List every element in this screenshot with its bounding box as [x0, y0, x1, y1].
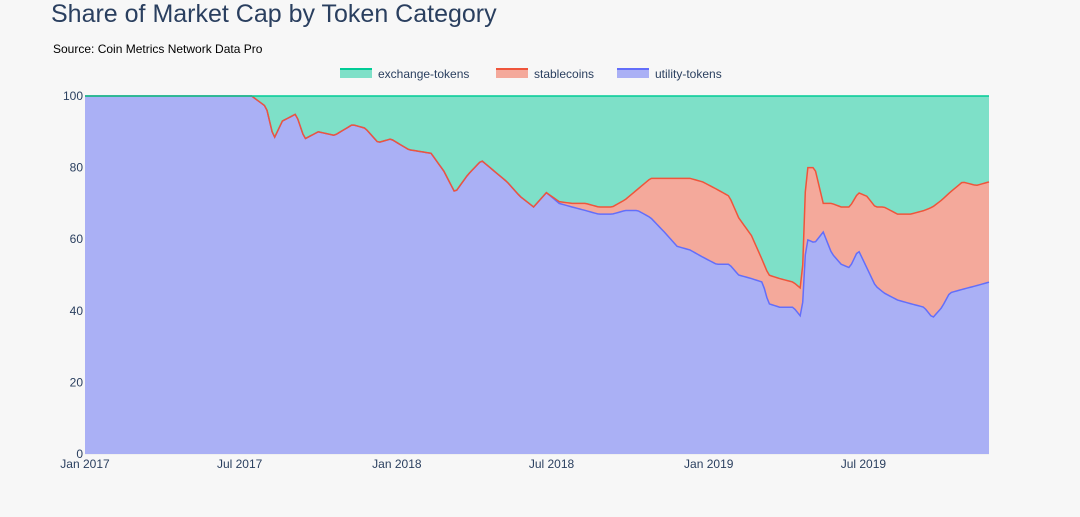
y-tick-label: 80	[70, 161, 84, 175]
legend-swatch	[340, 69, 372, 78]
x-tick-label: Jan 2018	[372, 457, 422, 471]
x-tick-label: Jul 2017	[217, 457, 263, 471]
series-areas	[85, 95, 989, 455]
y-tick-label: 60	[70, 232, 84, 246]
chart-title: Share of Market Cap by Token Category	[51, 0, 497, 28]
x-tick-label: Jan 2017	[60, 457, 110, 471]
y-tick-label: 20	[70, 375, 84, 389]
y-axis: 0 20 40 60 80 100	[63, 89, 83, 461]
legend-swatch	[617, 69, 649, 78]
legend: exchange-tokens stablecoins utility-tokens	[340, 67, 722, 81]
y-tick-label: 40	[70, 304, 84, 318]
x-tick-label: Jul 2019	[841, 457, 887, 471]
legend-label: stablecoins	[534, 67, 594, 81]
area-utility-tokens	[85, 96, 989, 454]
y-tick-label: 0	[76, 447, 83, 461]
y-tick-label: 100	[63, 89, 83, 103]
legend-label: exchange-tokens	[378, 67, 469, 81]
legend-swatch	[496, 69, 528, 78]
legend-item-exchange-tokens[interactable]: exchange-tokens	[340, 67, 469, 81]
x-axis: Jan 2017 Jul 2017 Jan 2018 Jul 2018 Jan 2019…	[60, 457, 886, 471]
legend-item-utility-tokens[interactable]: utility-tokens	[617, 67, 722, 81]
x-tick-label: Jul 2018	[529, 457, 575, 471]
legend-item-stablecoins[interactable]: stablecoins	[496, 67, 594, 81]
legend-label: utility-tokens	[655, 67, 722, 81]
area-stablecoins	[85, 96, 989, 317]
x-tick-label: Jan 2019	[684, 457, 734, 471]
chart-subtitle: Source: Coin Metrics Network Data Pro	[53, 42, 263, 56]
area-exchange-tokens	[85, 96, 989, 288]
series-lines	[85, 95, 990, 318]
